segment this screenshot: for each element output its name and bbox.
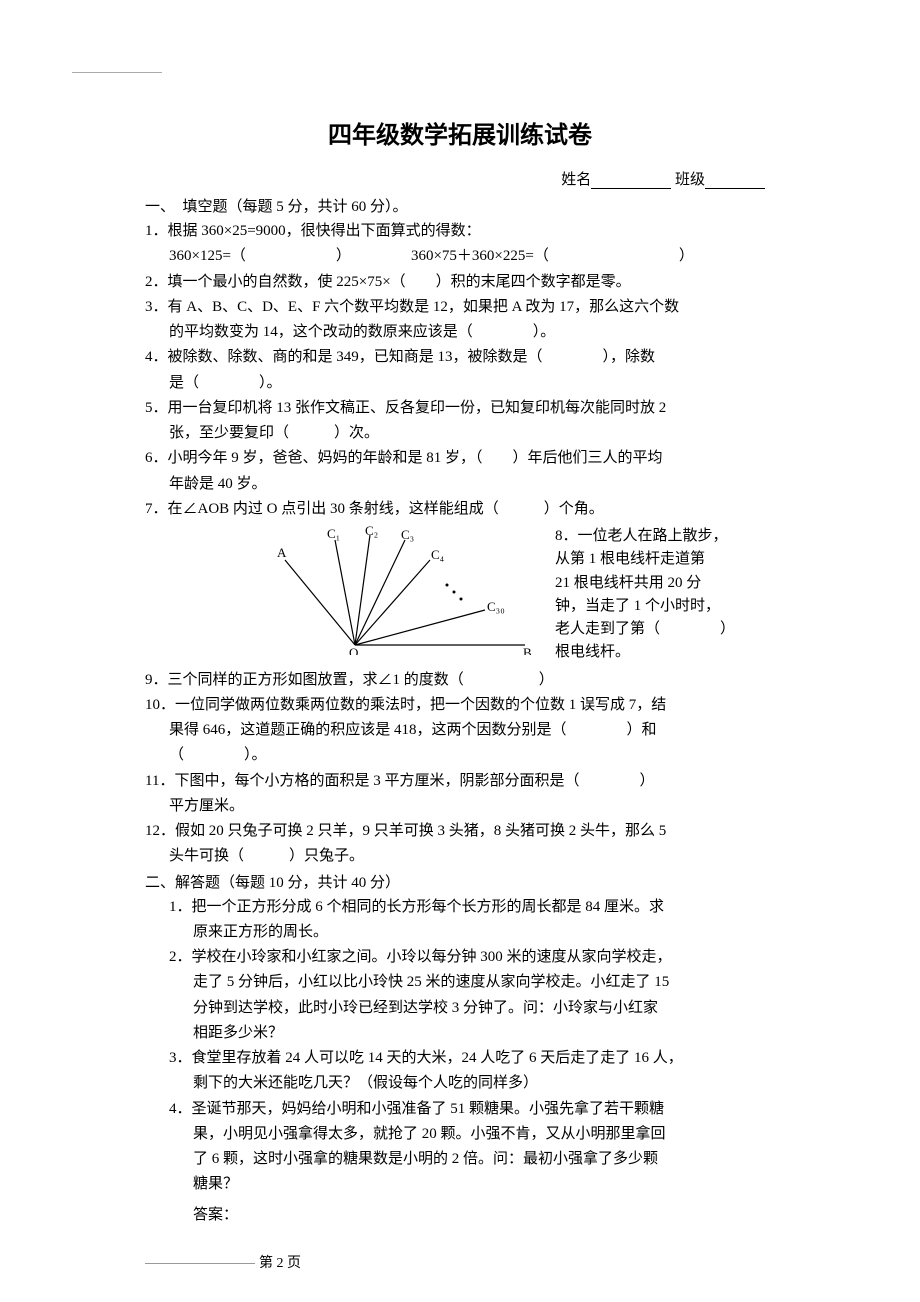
class-label: 班级 bbox=[675, 172, 705, 188]
s2q2-line3: 分钟到达学校，此时小玲已经到达学校 3 分钟了。问：小玲家与小红家 bbox=[145, 997, 775, 1020]
q4-line1: 4．被除数、除数、商的和是 349，已知商是 13，被除数是（ ），除数 bbox=[145, 346, 775, 369]
q7: 7．在∠AOB 内过 O 点引出 30 条射线，这样能组成（ ）个角。 bbox=[145, 498, 775, 521]
s2q1-line2: 原来正方形的周长。 bbox=[145, 921, 775, 944]
s2q4-line2: 果，小明见小强拿得太多，就抢了 20 颗。小强不肯，又从小明那里拿回 bbox=[145, 1123, 775, 1146]
s2q1-line1: 1．把一个正方形分成 6 个相同的长方形每个长方形的周长都是 84 厘米。求 bbox=[145, 896, 775, 919]
footer-rule bbox=[145, 1263, 255, 1264]
s2q3-line2: 剩下的大米还能吃几天？（假设每个人吃的同样多） bbox=[145, 1072, 775, 1095]
q1-expr2b: ） bbox=[679, 248, 694, 264]
name-blank bbox=[591, 171, 671, 189]
s2q4-line3: 了 6 颗，这时小强拿的糖果数是小明的 2 倍。问：最初小强拿了多少颗 bbox=[145, 1148, 775, 1171]
header-rule bbox=[72, 72, 162, 73]
q8-line6: 根电线杆。 bbox=[555, 641, 775, 664]
q8-line1: 8．一位老人在路上散步， bbox=[555, 525, 775, 548]
q11-line2: 平方厘米。 bbox=[145, 795, 775, 818]
label-A: A bbox=[277, 545, 287, 560]
q1-expr1b: ） bbox=[336, 248, 351, 264]
q10-line3: （ ）。 bbox=[145, 744, 775, 767]
page-footer: 第 2 页 bbox=[145, 1252, 301, 1272]
q8-line5: 老人走到了第（ ） bbox=[555, 618, 775, 641]
q10-line1: 10．一位同学做两位数乘两位数的乘法时，把一个因数的个位数 1 误写成 7，结 bbox=[145, 694, 775, 717]
q3-line1: 3．有 A、B、C、D、E、F 六个数平均数是 12，如果把 A 改为 17，那… bbox=[145, 296, 775, 319]
label-C30: C₃₀ bbox=[487, 599, 505, 614]
label-B: B bbox=[523, 645, 532, 655]
q8-block: 8．一位老人在路上散步， 从第 1 根电线杆走道第 21 根电线杆共用 20 分… bbox=[555, 525, 775, 665]
q4-line2: 是（ ）。 bbox=[145, 372, 775, 395]
q7-q8-row: A C₁ C₂ C₃ C₄ C₃₀ B O 8．一位老人在路上散步， 从第 1 … bbox=[145, 525, 775, 665]
s2q4-line4: 糖果？ bbox=[145, 1173, 775, 1196]
q6-line2: 年龄是 40 岁。 bbox=[145, 473, 775, 496]
q8-line2: 从第 1 根电线杆走道第 bbox=[555, 548, 775, 571]
label-C1: C₁ bbox=[327, 526, 340, 541]
q2: 2．填一个最小的自然数，使 225×75×（ ）积的末尾四个数字都是零。 bbox=[145, 271, 775, 294]
name-class-row: 姓名 班级 bbox=[145, 168, 775, 189]
page-title: 四年级数学拓展训练试卷 bbox=[145, 115, 775, 150]
q3-line2: 的平均数变为 14，这个改动的数原来应该是（ ）。 bbox=[145, 321, 775, 344]
s2q2-line1: 2．学校在小玲家和小红家之间。小玲以每分钟 300 米的速度从家向学校走， bbox=[145, 946, 775, 969]
q11-line1: 11．下图中，每个小方格的面积是 3 平方厘米，阴影部分面积是（ ） bbox=[145, 770, 775, 793]
q5-line2: 张，至少要复印（ ）次。 bbox=[145, 422, 775, 445]
label-C4: C₄ bbox=[431, 547, 445, 562]
s2q2-line4: 相距多少米？ bbox=[145, 1022, 775, 1045]
q1-expr2a: 360×75＋360×225=（ bbox=[411, 248, 549, 264]
section1-header: 一、 填空题（每题 5 分，共计 60 分）。 bbox=[145, 195, 775, 216]
name-label: 姓名 bbox=[561, 172, 591, 188]
label-C3: C₃ bbox=[401, 527, 414, 542]
q9: 9．三个同样的正方形如图放置，求∠1 的度数（ ） bbox=[145, 669, 775, 692]
s2q4-line1: 4．圣诞节那天，妈妈给小明和小强准备了 51 颗糖果。小强先拿了若干颗糖 bbox=[145, 1098, 775, 1121]
q8-line3: 21 根电线杆共用 20 分 bbox=[555, 572, 775, 595]
label-C2: C₂ bbox=[365, 525, 378, 538]
answer-label: 答案： bbox=[145, 1203, 775, 1224]
label-O: O bbox=[349, 645, 358, 655]
angle-diagram: A C₁ C₂ C₃ C₄ C₃₀ B O bbox=[275, 525, 535, 655]
q12-line1: 12．假如 20 只兔子可换 2 只羊，9 只羊可换 3 头猪，8 头猪可换 2… bbox=[145, 820, 775, 843]
q1-expr1a: 360×125=（ bbox=[169, 248, 246, 264]
s2q3-line1: 3．食堂里存放着 24 人可以吃 14 天的大米，24 人吃了 6 天后走了走了… bbox=[145, 1047, 775, 1070]
q5-line1: 5．用一台复印机将 13 张作文稿正、反各复印一份，已知复印机每次能同时放 2 bbox=[145, 397, 775, 420]
q10-line2: 果得 646，这道题正确的积应该是 418，这两个因数分别是（ ）和 bbox=[145, 719, 775, 742]
q6-line1: 6．小明今年 9 岁，爸爸、妈妈的年龄和是 81 岁，（ ）年后他们三人的平均 bbox=[145, 447, 775, 470]
q1-line1: 1．根据 360×25=9000，很快得出下面算式的得数： bbox=[145, 220, 775, 243]
section2-header: 二、解答题（每题 10 分，共计 40 分） bbox=[145, 871, 775, 892]
q12-line2: 头牛可换（ ）只兔子。 bbox=[145, 845, 775, 868]
class-blank bbox=[705, 171, 765, 189]
q1-line2: 360×125=（ ） 360×75＋360×225=（ ） bbox=[145, 245, 775, 268]
s2q2-line2: 走了 5 分钟后，小红以比小玲快 25 米的速度从家向学校走。小红走了 15 bbox=[145, 971, 775, 994]
q8-line4: 钟，当走了 1 个小时时， bbox=[555, 595, 775, 618]
page-number: 第 2 页 bbox=[259, 1256, 301, 1271]
